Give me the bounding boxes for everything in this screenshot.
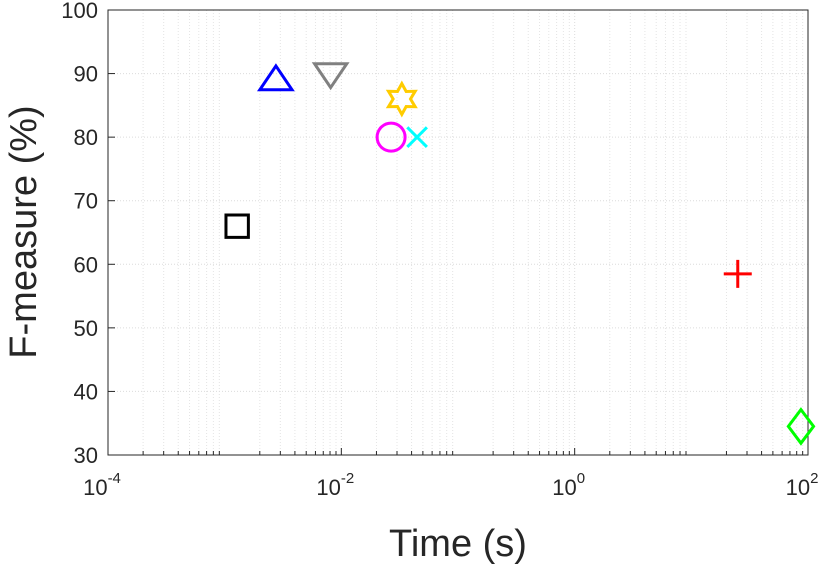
tick-base: 10 (316, 475, 340, 500)
y-tick-label: 50 (74, 316, 98, 341)
marker (224, 213, 250, 239)
y-tick-label: 90 (74, 62, 98, 87)
x-tick-label: 10-4 (83, 470, 121, 500)
tick-exponent: 0 (577, 470, 585, 487)
marker (723, 259, 752, 288)
marker (406, 126, 428, 149)
y-tick-label: 60 (74, 252, 98, 277)
y-axis-label: F-measure (%) (3, 105, 45, 358)
marker (786, 407, 816, 446)
marker (311, 62, 350, 91)
marker (256, 63, 295, 92)
x-tick-label: 10-2 (316, 470, 354, 500)
y-tick-label: 30 (74, 443, 98, 468)
tick-exponent: -2 (341, 470, 354, 487)
y-tick-label: 70 (74, 189, 98, 214)
x-tick-label: 102 (786, 470, 819, 500)
plot-frame (107, 9, 809, 456)
tick-exponent: 2 (810, 470, 818, 487)
tick-base: 10 (552, 475, 576, 500)
x-tick-label: 100 (552, 470, 585, 500)
tick-exponent: -4 (108, 470, 121, 487)
marker (385, 80, 418, 118)
marker (375, 121, 407, 153)
tick-base: 10 (83, 475, 107, 500)
x-axis-label: Time (s) (389, 523, 527, 565)
y-tick-label: 100 (61, 0, 98, 23)
y-tick-label: 40 (74, 379, 98, 404)
y-tick-label: 80 (74, 125, 98, 150)
tick-base: 10 (786, 475, 810, 500)
